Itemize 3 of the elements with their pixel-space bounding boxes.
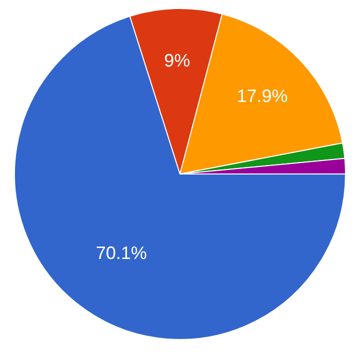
data-label: 70.1% (96, 243, 147, 264)
data-label: 9% (164, 50, 190, 70)
data-label: 17.9% (236, 86, 288, 106)
